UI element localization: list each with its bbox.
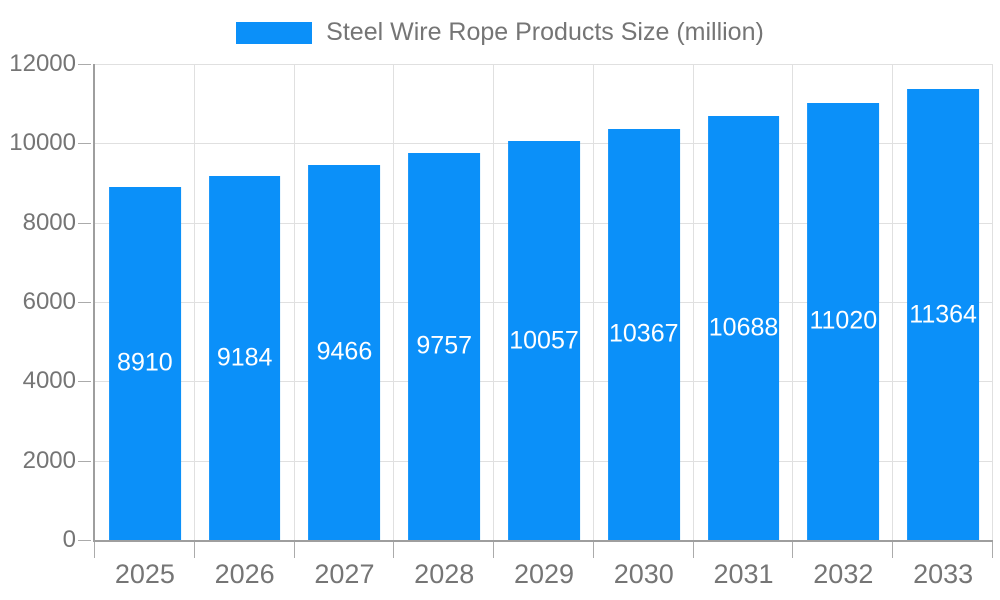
bar-value-label: 8910 — [117, 348, 173, 377]
x-axis-tick — [992, 542, 993, 558]
bar-value-label: 9466 — [316, 337, 373, 366]
bar-2026: 9184 — [208, 175, 281, 540]
y-axis-tick — [78, 143, 91, 145]
x-axis-label-2033: 2033 — [913, 559, 974, 589]
y-axis-tick — [78, 381, 91, 383]
v-gridline — [293, 64, 295, 540]
v-gridline — [193, 64, 195, 540]
legend-item[interactable]: Steel Wire Rope Products Size (million) — [236, 18, 764, 47]
legend-swatch-icon — [236, 21, 313, 44]
y-axis-label: 6000 — [22, 288, 76, 315]
x-axis-tick — [293, 542, 295, 558]
y-axis-label: 12000 — [9, 50, 76, 77]
v-gridline — [792, 64, 794, 540]
x-axis-label-2025: 2025 — [114, 559, 175, 589]
y-axis-label: 8000 — [22, 208, 76, 236]
y-axis-label: 2000 — [22, 446, 76, 474]
x-axis-label-2027: 2027 — [314, 559, 375, 589]
y-axis-tick — [78, 302, 91, 303]
y-axis-tick — [78, 64, 91, 65]
bar-2032: 11020 — [807, 102, 880, 540]
x-axis-tick — [692, 542, 694, 558]
bar-2031: 10688 — [707, 116, 780, 540]
bar-2025: 8910 — [108, 186, 181, 540]
v-gridline — [393, 64, 395, 540]
x-axis-tick — [393, 542, 395, 558]
x-axis-label-2028: 2028 — [414, 559, 475, 589]
bar-value-label: 10367 — [608, 319, 679, 348]
v-gridline — [992, 64, 993, 540]
h-gridline — [95, 64, 993, 65]
plot-area: 0 2000 4000 6000 8000 10000 12000 8910 9184 9466… — [9, 51, 993, 589]
v-gridline — [592, 64, 594, 540]
bar-2030: 10367 — [607, 128, 680, 540]
bar-value-label: 11364 — [909, 300, 977, 329]
legend: Steel Wire Rope Products Size (million) — [0, 18, 1000, 47]
y-axis-label: 4000 — [22, 367, 76, 395]
bar-2033: 11364 — [907, 89, 980, 540]
x-axis-label-2030: 2030 — [613, 559, 674, 589]
bar-2027: 9466 — [308, 164, 381, 540]
y-axis-tick — [78, 222, 91, 224]
v-gridline — [493, 64, 495, 540]
x-axis-tick — [193, 542, 195, 558]
bar-value-label: 9184 — [216, 343, 273, 372]
x-axis-tick — [94, 542, 95, 558]
v-gridline — [692, 64, 694, 540]
y-axis-tick — [78, 540, 91, 541]
y-axis-label: 0 — [62, 526, 76, 553]
bar-2029: 10057 — [508, 141, 580, 540]
y-axis-label: 10000 — [9, 129, 76, 157]
legend-label: Steel Wire Rope Products Size (million) — [326, 18, 764, 46]
x-axis-label-2032: 2032 — [813, 559, 874, 589]
x-axis-label-2026: 2026 — [214, 559, 275, 589]
x-axis-tick — [892, 542, 894, 558]
bar-value-label: 9757 — [416, 331, 473, 360]
x-axis-tick — [493, 542, 495, 558]
x-axis-tick — [792, 542, 794, 558]
x-axis-label-2029: 2029 — [513, 559, 575, 589]
bar-value-label: 11020 — [809, 306, 878, 335]
v-gridline — [892, 64, 894, 540]
bar-2028: 9757 — [408, 152, 481, 540]
x-axis-tick — [592, 542, 594, 558]
bar-value-label: 10688 — [708, 313, 779, 342]
x-axis-label-2031: 2031 — [713, 559, 774, 589]
y-axis-tick — [78, 460, 91, 462]
bar-value-label: 10057 — [509, 326, 579, 355]
